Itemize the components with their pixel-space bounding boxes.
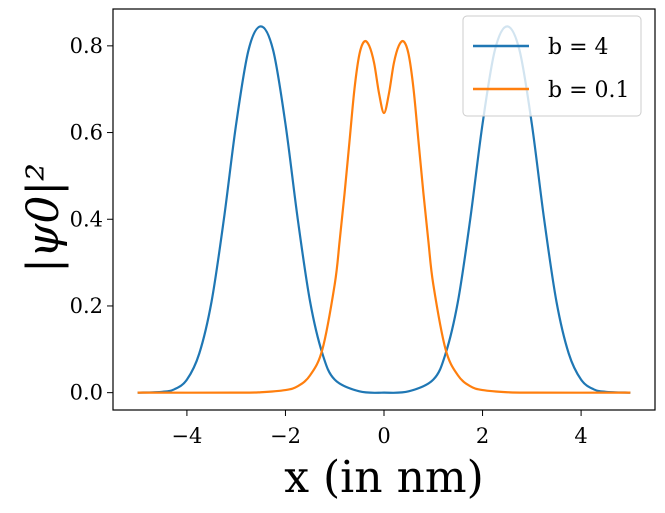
legend-label-b01: b = 0.1 <box>548 78 630 103</box>
y-axis-ticks: 0.0 0.2 0.4 0.6 0.8 <box>70 34 113 405</box>
x-axis-ticks: −4 −2 0 2 4 <box>171 410 588 448</box>
y-tick-label: 0.8 <box>70 34 103 58</box>
x-axis-label: x (in nm) <box>284 452 484 503</box>
series-line-0 <box>137 25 631 394</box>
legend: b = 4 b = 0.1 <box>462 15 642 117</box>
x-tick-label: −4 <box>171 424 202 448</box>
x-tick-label: −2 <box>270 424 301 448</box>
x-tick-label: 4 <box>574 424 587 448</box>
y-tick-label: 0.2 <box>70 294 103 318</box>
y-tick-label: 0.4 <box>70 207 103 231</box>
x-tick-label: 2 <box>476 424 489 448</box>
y-axis-label: |ψ0|² <box>18 163 69 273</box>
legend-label-b4: b = 4 <box>548 35 609 60</box>
y-tick-label: 0.6 <box>70 121 103 145</box>
y-tick-label: 0.0 <box>70 381 103 405</box>
curves-group <box>137 25 631 394</box>
series-line-1 <box>137 39 631 394</box>
legend-box <box>462 15 642 117</box>
x-tick-label: 0 <box>377 424 390 448</box>
